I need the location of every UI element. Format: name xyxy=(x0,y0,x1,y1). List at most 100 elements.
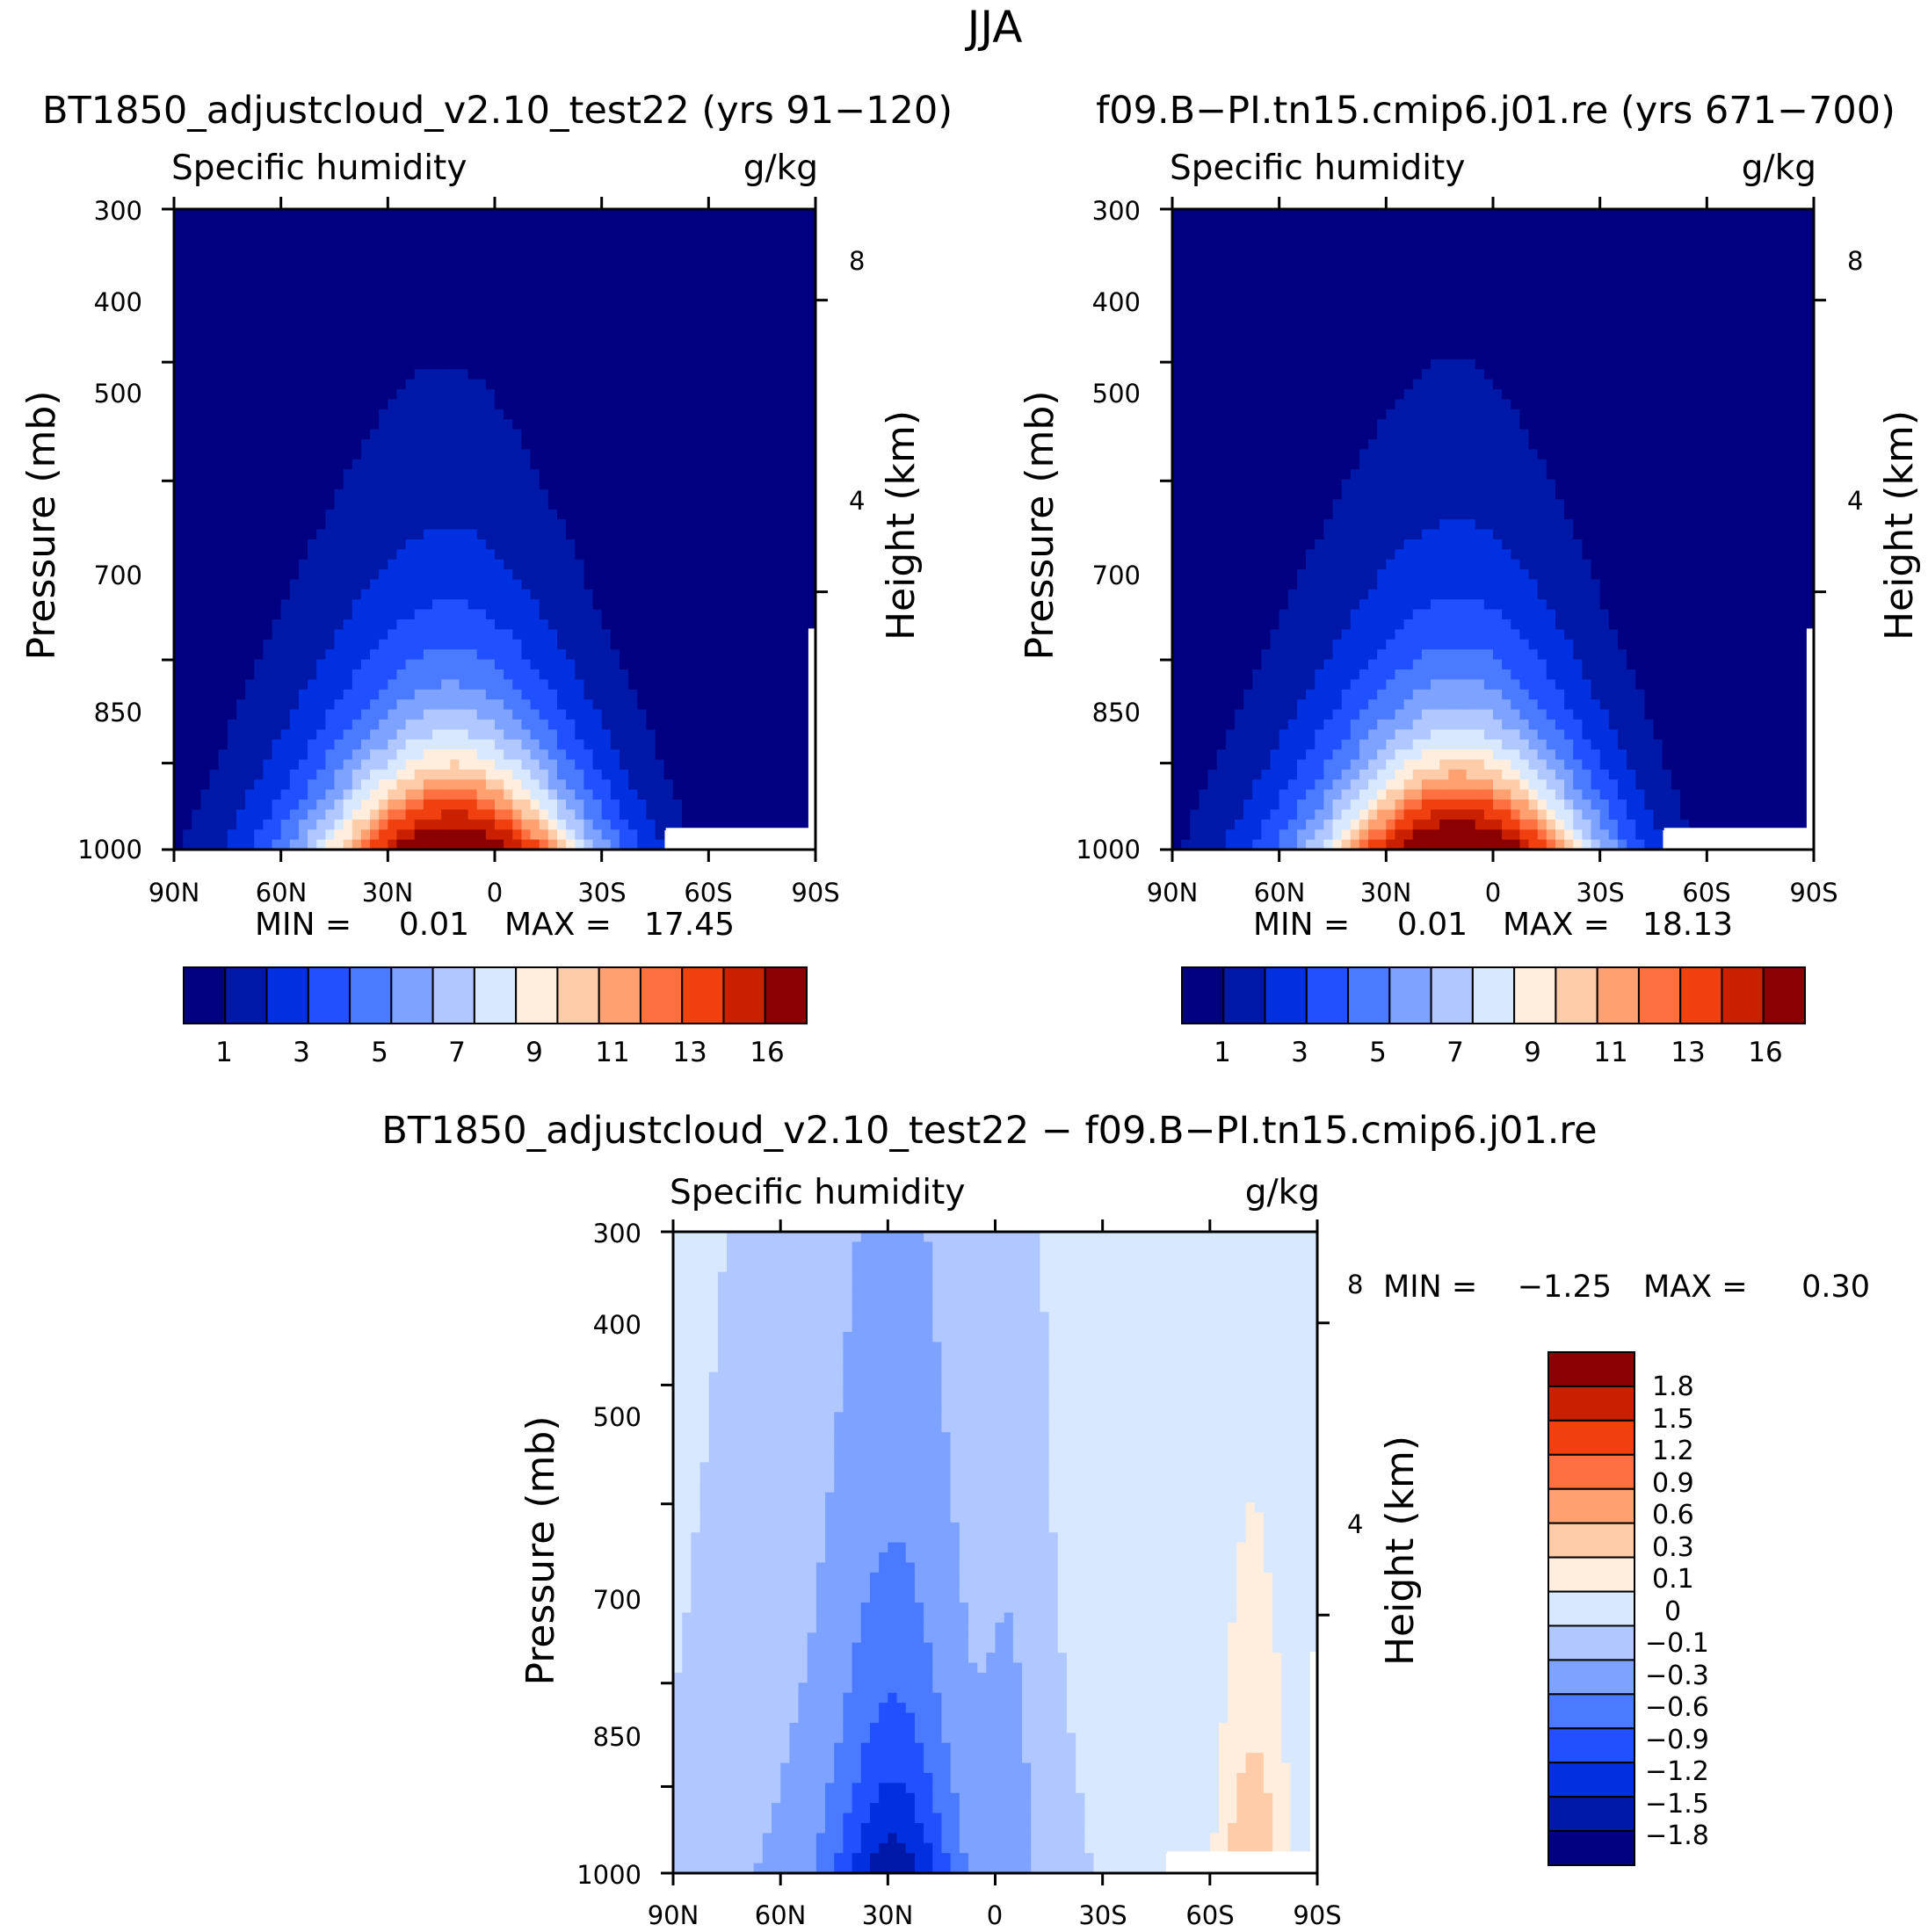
contour-cell xyxy=(788,469,799,481)
contour-cell xyxy=(272,488,282,501)
contour-cell xyxy=(699,409,710,420)
contour-cell xyxy=(797,569,808,581)
contour-cell xyxy=(450,399,460,410)
contour-cell xyxy=(325,499,336,510)
contour-cell xyxy=(192,419,202,431)
contour-cell xyxy=(575,379,585,390)
contour-cell xyxy=(325,669,336,681)
contour-cell xyxy=(762,399,772,410)
contour-cell xyxy=(743,619,754,631)
contour-cell xyxy=(334,399,344,410)
contour-cell xyxy=(298,269,308,280)
contour-cell xyxy=(254,729,265,741)
colorbar-swatch xyxy=(307,966,352,1024)
contour-cell xyxy=(1537,228,1547,240)
contour-cell xyxy=(263,549,273,561)
contour-cell xyxy=(289,469,300,481)
contour-cell xyxy=(343,679,353,691)
contour-cell xyxy=(263,639,273,650)
contour-cell xyxy=(1199,228,1209,240)
contour-cell xyxy=(441,619,452,631)
contour-cell xyxy=(619,269,629,280)
contour-cell xyxy=(308,389,318,401)
contour-cell xyxy=(308,800,318,811)
contour-cell xyxy=(771,299,781,310)
contour-cell xyxy=(762,379,772,390)
contour-cell xyxy=(663,649,674,661)
contour-cell xyxy=(432,279,442,290)
contour-cell xyxy=(245,649,256,661)
contour-cell xyxy=(388,419,398,431)
contour-cell xyxy=(735,469,745,481)
contour-cell xyxy=(405,358,416,371)
contour-cell xyxy=(414,499,424,510)
contour-cell xyxy=(227,739,237,750)
contour-cell xyxy=(192,800,202,811)
contour-cell xyxy=(583,639,594,650)
contour-cell xyxy=(200,249,211,260)
contour-cell xyxy=(663,599,674,611)
contour-cell xyxy=(797,519,808,531)
contour-cell xyxy=(583,539,594,551)
contour-cell xyxy=(334,539,344,551)
contour-cell xyxy=(495,509,504,520)
contour-cell xyxy=(236,609,246,620)
contour-cell xyxy=(779,579,790,590)
contour-cell xyxy=(263,800,273,811)
contour-cell xyxy=(539,219,549,230)
contour-cell xyxy=(1270,209,1280,221)
contour-cell xyxy=(717,289,728,300)
contour-cell xyxy=(325,449,336,460)
contour-cell xyxy=(762,689,772,700)
contour-cell xyxy=(681,389,692,401)
contour-cell xyxy=(192,609,202,620)
contour-cell xyxy=(227,599,237,611)
contour-cell xyxy=(1644,219,1655,230)
contour-cell xyxy=(254,589,265,601)
contour-cell xyxy=(583,669,594,681)
contour-cell xyxy=(717,358,728,371)
contour-cell xyxy=(628,619,639,631)
contour-cell xyxy=(691,539,700,551)
contour-cell xyxy=(628,699,639,711)
contour-cell xyxy=(370,599,380,611)
contour-cell xyxy=(575,499,585,510)
contour-cell xyxy=(263,228,273,240)
contour-cell xyxy=(699,488,710,501)
contour-cell xyxy=(263,539,273,551)
contour-cell xyxy=(681,800,692,811)
contour-cell xyxy=(646,308,656,321)
contour-cell xyxy=(263,459,273,470)
contour-cell xyxy=(592,699,603,711)
contour-cell xyxy=(583,699,594,711)
contour-cell xyxy=(432,339,442,351)
contour-cell xyxy=(298,459,308,470)
contour-cell xyxy=(681,609,692,620)
contour-cell xyxy=(637,800,648,811)
contour-cell xyxy=(566,809,576,821)
contour-cell xyxy=(779,279,790,290)
contour-cell xyxy=(726,719,736,731)
contour-cell xyxy=(592,379,603,390)
contour-cell xyxy=(298,689,308,700)
contour-cell xyxy=(352,228,362,240)
contour-cell xyxy=(236,739,246,750)
contour-cell xyxy=(476,579,487,590)
contour-cell xyxy=(743,739,754,750)
contour-cell xyxy=(566,459,576,470)
contour-cell xyxy=(245,669,256,681)
contour-cell xyxy=(485,389,496,401)
contour-cell xyxy=(619,659,629,670)
contour-cell xyxy=(360,479,371,490)
contour-cell xyxy=(441,829,452,841)
contour-cell xyxy=(405,499,416,510)
contour-cell xyxy=(717,269,728,280)
contour-cell xyxy=(263,289,273,300)
contour-cell xyxy=(379,509,389,520)
contour-cell xyxy=(1377,228,1388,240)
contour-cell xyxy=(592,689,603,700)
contour-cell xyxy=(405,769,416,781)
contour-cell xyxy=(592,709,603,720)
contour-cell xyxy=(743,459,754,470)
contour-cell xyxy=(610,619,620,631)
